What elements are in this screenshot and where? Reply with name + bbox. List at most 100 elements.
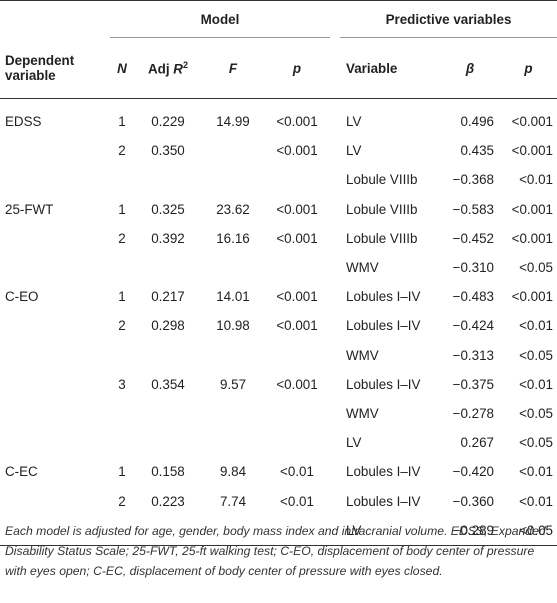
dependent-variable-cell xyxy=(0,136,110,165)
table-footnote: Each model is adjusted for age, gender, … xyxy=(5,524,546,578)
spacer-cell xyxy=(330,341,340,370)
beta-cell: 0.435 xyxy=(460,143,494,159)
variable-p-cell: <0.01 xyxy=(519,376,553,392)
f-value-cell: 14.99 xyxy=(216,114,250,130)
beta-cell: −0.368 xyxy=(452,172,494,188)
spacer-cell xyxy=(330,99,340,136)
dependent-variable-cell: C-EC xyxy=(5,464,38,480)
variable-p-cell: <0.05 xyxy=(519,435,553,451)
f-value-cell: 10.98 xyxy=(216,318,250,334)
spacer-cell xyxy=(330,195,340,224)
variable-p-cell: <0.05 xyxy=(519,405,553,421)
p-value-cell: <0.01 xyxy=(280,493,314,509)
table-row: 2 0.350 <0.001 LV 0.435 <0.001 xyxy=(0,136,557,165)
p-value-cell: <0.001 xyxy=(276,318,318,334)
f-header: F xyxy=(228,60,238,76)
model-number-cell: 1 xyxy=(118,289,126,305)
f-value-cell xyxy=(202,341,264,370)
p-value-cell: <0.001 xyxy=(276,114,318,130)
model-number-cell: 2 xyxy=(118,493,126,509)
variable-p-cell: <0.05 xyxy=(519,347,553,363)
beta-cell: −0.313 xyxy=(452,347,494,363)
spacer-cell xyxy=(330,224,340,253)
variable-cell: Lobules I–IV xyxy=(346,493,421,509)
adj-r2-header: Adj R2 xyxy=(148,59,188,77)
beta-cell: −0.375 xyxy=(452,376,494,392)
table-row: 2 0.298 10.98 <0.001 Lobules I–IV −0.424 <0.01 xyxy=(0,311,557,340)
variable-cell: WMV xyxy=(346,347,379,363)
n-header: N xyxy=(117,60,127,76)
model-number-cell xyxy=(110,341,134,370)
f-value-cell: 23.62 xyxy=(216,201,250,217)
spacer-cell xyxy=(330,253,340,282)
variable-p-cell: <0.05 xyxy=(519,260,553,276)
variable-cell: Lobule VIIIb xyxy=(346,172,418,188)
dependent-variable-header: Dependent variable xyxy=(5,52,75,83)
table-row: WMV −0.278 <0.05 xyxy=(0,399,557,428)
beta-cell: −0.424 xyxy=(452,318,494,334)
variable-p-cell: <0.001 xyxy=(511,201,553,217)
spacer-cell xyxy=(330,282,340,311)
p-value-cell: <0.001 xyxy=(276,230,318,246)
model-number-cell xyxy=(110,428,134,457)
table-row: 25-FWT 1 0.325 23.62 <0.001 Lobule VIIIb −0.58… xyxy=(0,195,557,224)
model-number-cell xyxy=(110,165,134,194)
table-row: LV 0.267 <0.05 xyxy=(0,428,557,457)
variable-cell: LV xyxy=(346,143,362,159)
predictive-group-header: Predictive variables xyxy=(340,1,557,38)
header-group-row: Model Predictive variables xyxy=(0,1,557,38)
table-row: LV −0.289 <0.05 xyxy=(0,516,557,546)
variable-cell: Lobule VIIIb xyxy=(346,201,418,217)
variable-p-cell: <0.001 xyxy=(511,289,553,305)
dependent-variable-cell: 25-FWT xyxy=(5,201,54,217)
beta-cell: 0.267 xyxy=(460,435,494,451)
dependent-variable-cell xyxy=(0,341,110,370)
model-number-cell: 3 xyxy=(118,376,126,392)
variable-header: Variable xyxy=(346,60,398,76)
adj-r2-cell: 0.325 xyxy=(151,201,185,217)
variable-cell: LV xyxy=(346,114,362,130)
spacer-cell xyxy=(330,486,340,515)
f-value-cell: 7.74 xyxy=(219,493,247,509)
f-value-cell: 16.16 xyxy=(216,230,250,246)
table-row: C-EC 1 0.158 9.84 <0.01 Lobules I–IV −0.420 <0.… xyxy=(0,457,557,486)
variable-p-cell: <0.01 xyxy=(519,493,553,509)
dependent-variable-cell xyxy=(0,224,110,253)
p-value-cell: <0.001 xyxy=(276,376,318,392)
adj-r2-cell xyxy=(134,399,202,428)
dependent-variable-cell xyxy=(0,428,110,457)
p-value-cell xyxy=(264,428,330,457)
variable-p-cell: <0.001 xyxy=(511,114,553,130)
table-row: 3 0.354 9.57 <0.001 Lobules I–IV −0.375 <0.01 xyxy=(0,370,557,399)
table-row: 2 0.223 7.74 <0.01 Lobules I–IV −0.360 <0.01 xyxy=(0,486,557,515)
p-value-cell: <0.01 xyxy=(280,464,314,480)
adj-r2-cell xyxy=(134,165,202,194)
table-row: C-EO 1 0.217 14.01 <0.001 Lobules I–IV −0.483 <… xyxy=(0,282,557,311)
table-row: WMV −0.313 <0.05 xyxy=(0,341,557,370)
p-value-cell xyxy=(264,165,330,194)
model-number-cell: 1 xyxy=(118,114,126,130)
variable-cell: LV xyxy=(346,522,362,538)
table-row: 2 0.392 16.16 <0.001 Lobule VIIIb −0.452 <0.00… xyxy=(0,224,557,253)
p-value-cell: <0.001 xyxy=(276,289,318,305)
variable-cell: Lobules I–IV xyxy=(346,289,421,305)
variable-cell: Lobule VIIIb xyxy=(346,230,418,246)
table-row: WMV −0.310 <0.05 xyxy=(0,253,557,282)
dependent-variable-cell xyxy=(0,399,110,428)
model-number-cell: 1 xyxy=(118,464,126,480)
variable-p-cell: <0.01 xyxy=(519,318,553,334)
f-value-cell xyxy=(202,399,264,428)
spacer-cell xyxy=(330,370,340,399)
f-value-cell: 9.57 xyxy=(219,376,247,392)
variable-p-cell: <0.001 xyxy=(511,143,553,159)
model-number-cell: 2 xyxy=(118,230,126,246)
spacer-cell xyxy=(330,165,340,194)
f-value-cell xyxy=(202,136,264,165)
variable-p-cell: <0.001 xyxy=(511,230,553,246)
f-value-cell: 9.84 xyxy=(219,464,247,480)
beta-cell: 0.496 xyxy=(460,114,494,130)
variable-cell: Lobules I–IV xyxy=(346,318,421,334)
f-value-cell: 14.01 xyxy=(216,289,250,305)
spacer-cell xyxy=(330,136,340,165)
dependent-variable-cell xyxy=(0,165,110,194)
